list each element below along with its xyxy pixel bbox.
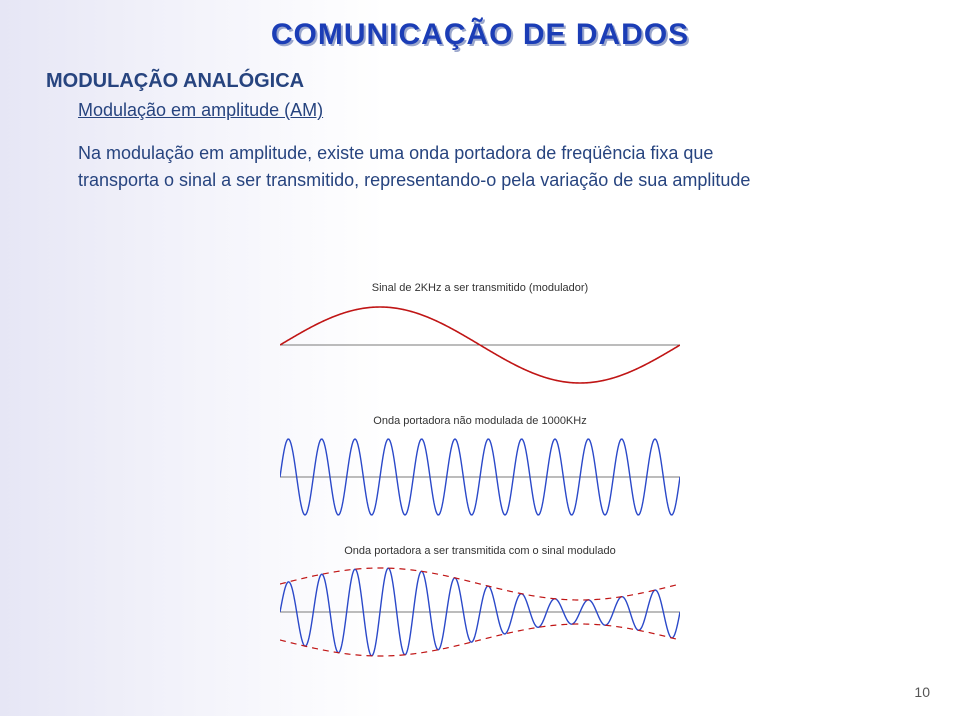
caption-signal-modulator: Sinal de 2KHz a ser transmitido (modulad… (0, 282, 960, 294)
caption-carrier-modulated: Onda portadora a ser transmitida com o s… (0, 545, 960, 557)
diagram-carrier-unmodulated (280, 432, 680, 522)
page-title-front: COMUNICAÇÃO DE DADOS (271, 18, 689, 51)
sub-heading: Modulação em amplitude (AM) (78, 100, 323, 121)
diagram-carrier-modulated (280, 562, 680, 662)
page-number: 10 (914, 684, 930, 700)
page-title: COMUNICAÇÃO DE DADOS COMUNICAÇÃO DE DADO… (0, 18, 960, 52)
slide: COMUNICAÇÃO DE DADOS COMUNICAÇÃO DE DADO… (0, 0, 960, 716)
section-heading: MODULAÇÃO ANALÓGICA (46, 70, 304, 93)
body-text: Na modulação em amplitude, existe uma on… (78, 140, 798, 194)
caption-carrier-unmodulated: Onda portadora não modulada de 1000KHz (0, 415, 960, 427)
diagram-signal-modulator (280, 300, 680, 390)
